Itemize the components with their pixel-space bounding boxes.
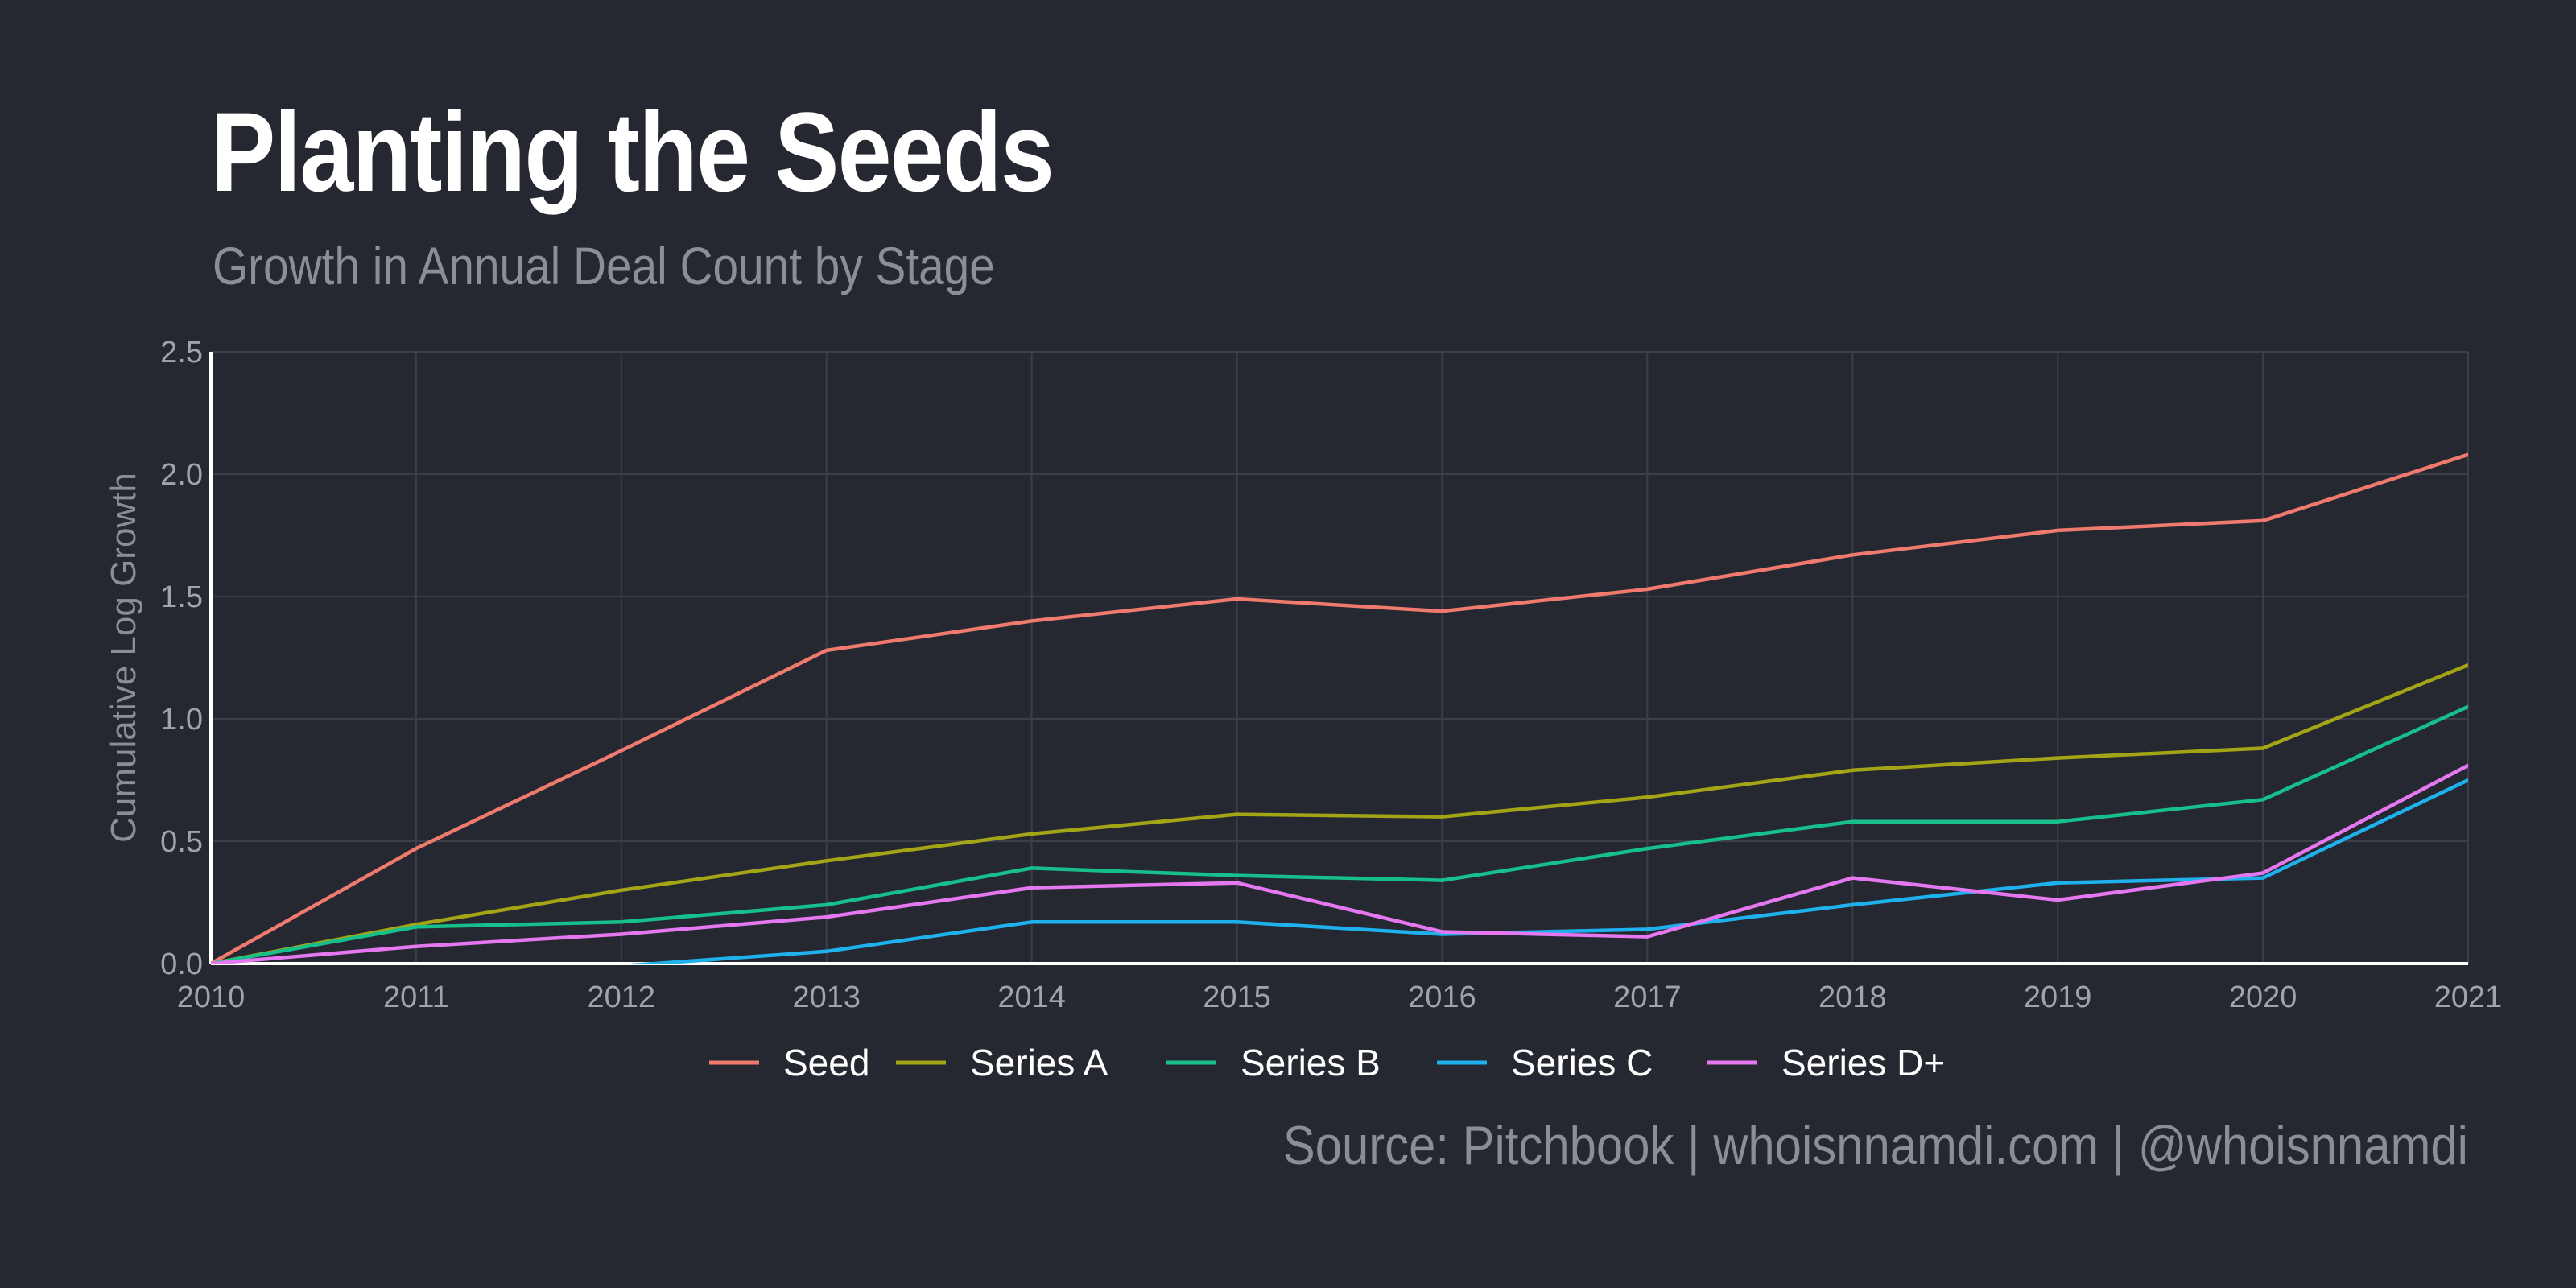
- x-tick-label: 2013: [792, 980, 861, 1014]
- series-line-series-b: [211, 704, 2468, 964]
- x-tick-label: 2020: [2229, 980, 2297, 1014]
- source-caption: Source: Pitchbook | whoisnnamdi.com | @w…: [1282, 1115, 2468, 1176]
- legend: Seed Series A Series B Series C Series D+: [709, 1042, 1945, 1084]
- legend-label-seed: Seed: [783, 1042, 869, 1084]
- legend-label-series-d-: Series D+: [1781, 1042, 1945, 1084]
- x-tick-label: 2010: [177, 980, 246, 1014]
- series-line-series-a: [211, 663, 2468, 964]
- legend-label-series-a: Series A: [970, 1042, 1108, 1084]
- y-tick-label: 0.0: [160, 947, 203, 981]
- series-line-seed: [211, 452, 2468, 964]
- chart-subtitle: Growth in Annual Deal Count by Stage: [213, 236, 995, 295]
- y-tick-label: 1.0: [160, 703, 203, 737]
- axes: [209, 352, 2468, 965]
- y-tick-label: 2.5: [160, 336, 203, 369]
- series-line-series-c: [630, 778, 2468, 964]
- chart-title: Planting the Seeds: [211, 89, 1055, 215]
- y-tick-label: 0.5: [160, 825, 203, 859]
- y-axis-title: Cumulative Log Growth: [104, 473, 143, 843]
- series-lines: [211, 452, 2468, 964]
- legend-label-series-b: Series B: [1241, 1042, 1381, 1084]
- tick-labels: 2010 2011 2012 2013 2014 2015 2016 2017 2018 2019…: [104, 336, 2502, 1014]
- series-line-series-d-: [211, 763, 2468, 964]
- x-tick-label: 2021: [2434, 980, 2503, 1014]
- x-tick-label: 2011: [383, 980, 449, 1014]
- y-tick-label: 1.5: [160, 580, 203, 614]
- y-tick-label: 2.0: [160, 458, 203, 492]
- x-tick-label: 2014: [997, 980, 1066, 1014]
- legend-label-series-c: Series C: [1511, 1042, 1653, 1084]
- x-tick-label: 2015: [1203, 980, 1271, 1014]
- x-tick-label: 2018: [1818, 980, 1887, 1014]
- x-tick-label: 2019: [2024, 980, 2092, 1014]
- x-tick-label: 2017: [1613, 980, 1682, 1014]
- x-tick-label: 2012: [588, 980, 656, 1014]
- x-tick-label: 2016: [1408, 980, 1476, 1014]
- grid-lines: [211, 351, 2469, 964]
